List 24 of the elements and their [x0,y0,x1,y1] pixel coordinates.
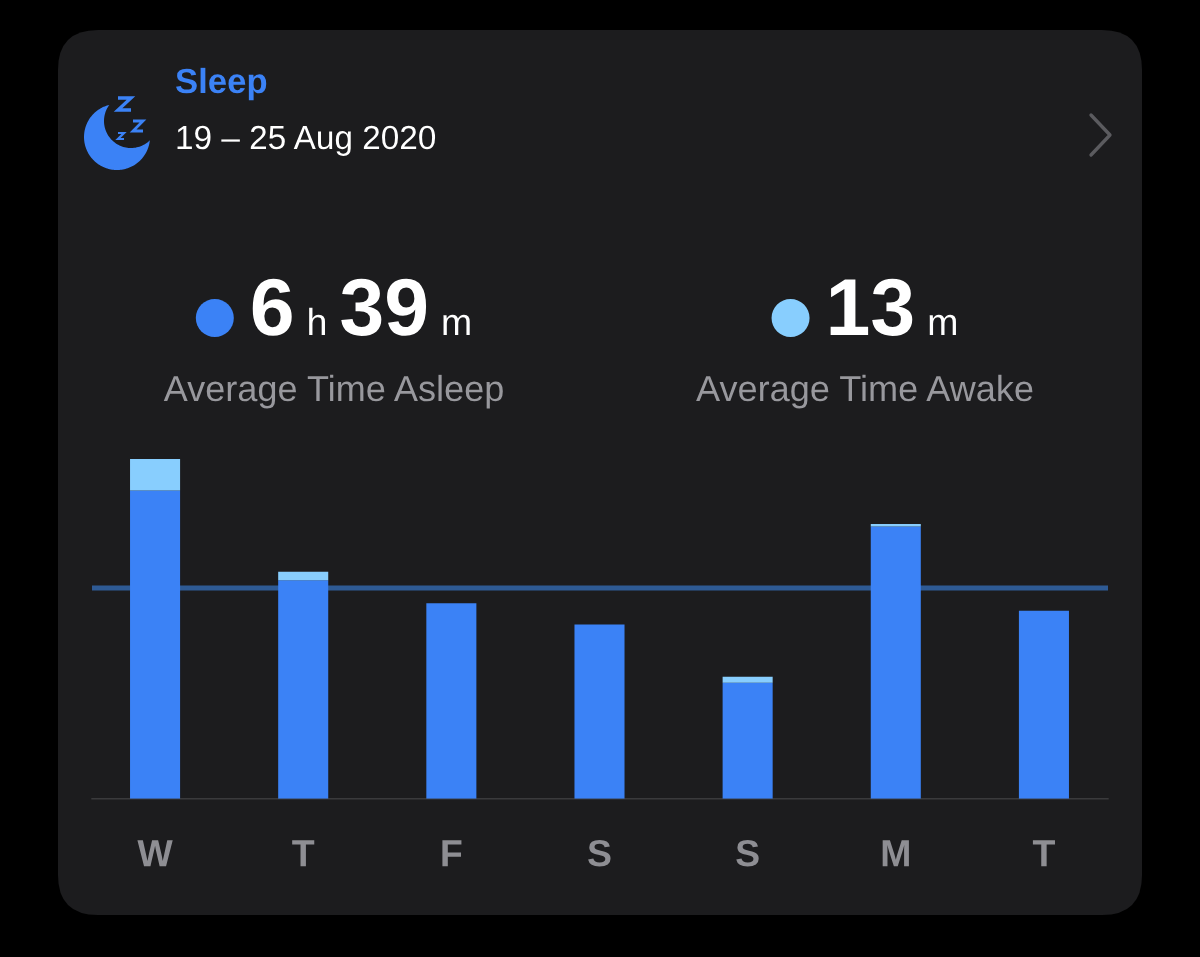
chart-subtitle: 19 – 25 Aug 2020 [177,125,436,156]
bar [426,603,477,799]
x-tick-label: S [736,839,759,867]
x-tick-label: T [292,840,315,867]
x-tick-label: S [588,839,611,867]
bar [870,526,921,799]
bar [722,682,773,799]
bar [278,571,329,581]
bar [574,624,625,799]
x-tick-label: W [137,840,173,867]
bar [278,580,329,799]
bar [130,490,181,799]
text: 6 h 39 m [252,278,470,336]
x-tick-label: T [1032,840,1055,867]
bar [870,523,921,527]
x-tick-label: M [882,840,909,867]
text: Average Time Awake [696,374,1033,409]
bar [722,676,773,683]
chart-title: Sleep [176,67,267,101]
bar [130,459,181,491]
text: 13 m [830,278,956,336]
bar [1018,610,1069,799]
x-tick-label: F [442,840,462,867]
text: Average Time Asleep [163,374,503,409]
